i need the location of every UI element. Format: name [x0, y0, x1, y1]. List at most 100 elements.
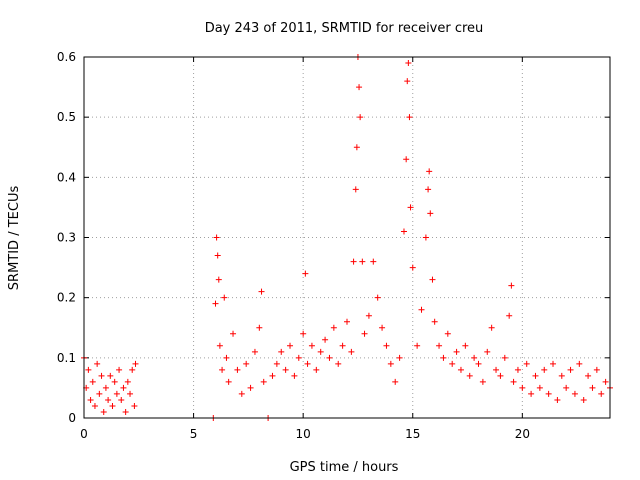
ticks: 0 0.1 0.2 0.3 0.4 0.5 0.6 0 5 10 15 20 [57, 50, 610, 441]
data-point [234, 366, 241, 373]
y-tick-label: 0.5 [57, 110, 76, 124]
data-point [536, 384, 543, 391]
data-point [510, 378, 517, 385]
data-point [379, 324, 386, 331]
data-point [457, 366, 464, 373]
data-point [116, 366, 123, 373]
data-point [129, 366, 136, 373]
data-point [131, 402, 138, 409]
data-point [100, 408, 107, 415]
data-point [508, 282, 515, 289]
x-tick-label: 0 [80, 427, 88, 441]
data-point [506, 312, 513, 319]
data-point [357, 114, 364, 121]
data-point [216, 342, 223, 349]
data-point [484, 348, 491, 355]
data-point [488, 324, 495, 331]
data-point [501, 354, 508, 361]
data-point [251, 348, 258, 355]
data-point [359, 258, 366, 265]
data-point [322, 336, 329, 343]
data-point [405, 60, 412, 67]
data-point [102, 384, 109, 391]
y-tick-label: 0.1 [57, 351, 76, 365]
data-point [335, 360, 342, 367]
data-point [221, 294, 228, 301]
data-point [497, 372, 504, 379]
data-point [339, 342, 346, 349]
data-point [215, 276, 222, 283]
data-point [278, 348, 285, 355]
data-point [532, 372, 539, 379]
y-axis-label: SRMTID / TECUs [7, 186, 22, 291]
data-point [109, 402, 116, 409]
data-point [598, 390, 605, 397]
data-point [344, 318, 350, 325]
data-point [418, 306, 425, 313]
x-tick-label: 5 [190, 427, 198, 441]
data-point [98, 372, 105, 379]
data-point [392, 378, 399, 385]
data-point [282, 366, 289, 373]
data-point [330, 324, 337, 331]
data-point [273, 360, 280, 367]
data-point [602, 378, 609, 385]
data-point [449, 360, 456, 367]
data-point [523, 360, 530, 367]
data-point [453, 348, 460, 355]
data-point [576, 360, 583, 367]
data-point [440, 354, 447, 361]
y-tick-label: 0.2 [57, 291, 76, 305]
data-point [519, 384, 526, 391]
data-point [304, 360, 311, 367]
data-point [383, 342, 390, 349]
data-point [120, 384, 127, 391]
data-point [404, 78, 411, 85]
x-axis-label: GPS time / hours [290, 460, 399, 475]
data-point [258, 288, 265, 295]
data-point [122, 408, 129, 415]
data-point [225, 378, 232, 385]
data-point [287, 342, 294, 349]
data-points [81, 54, 613, 421]
data-point [479, 378, 486, 385]
x-tick-label: 10 [296, 427, 311, 441]
data-point [528, 390, 535, 397]
data-point [107, 372, 114, 379]
data-point [396, 354, 403, 361]
data-point [105, 396, 112, 403]
data-point [352, 186, 359, 193]
data-point [219, 366, 226, 373]
data-point [350, 258, 357, 265]
data-point [571, 390, 578, 397]
data-point [269, 372, 276, 379]
grid [84, 57, 610, 418]
data-point [243, 360, 250, 367]
data-point [580, 396, 587, 403]
data-point [308, 342, 315, 349]
data-point [427, 210, 434, 217]
data-point [414, 342, 421, 349]
data-point [541, 366, 548, 373]
data-point [431, 318, 438, 325]
data-point [361, 330, 368, 337]
data-point [313, 366, 320, 373]
data-point [425, 186, 432, 193]
data-point [407, 204, 414, 211]
data-point [300, 330, 307, 337]
data-point [475, 360, 482, 367]
data-point [113, 390, 120, 397]
data-point [554, 396, 561, 403]
data-point [426, 168, 433, 175]
data-point [409, 264, 416, 271]
data-point [462, 342, 469, 349]
data-point [356, 84, 363, 91]
data-point [353, 144, 360, 151]
data-point [256, 324, 263, 331]
data-point [387, 360, 394, 367]
data-point [406, 114, 413, 121]
data-point [302, 270, 309, 277]
data-point [374, 294, 381, 301]
data-point [118, 396, 125, 403]
